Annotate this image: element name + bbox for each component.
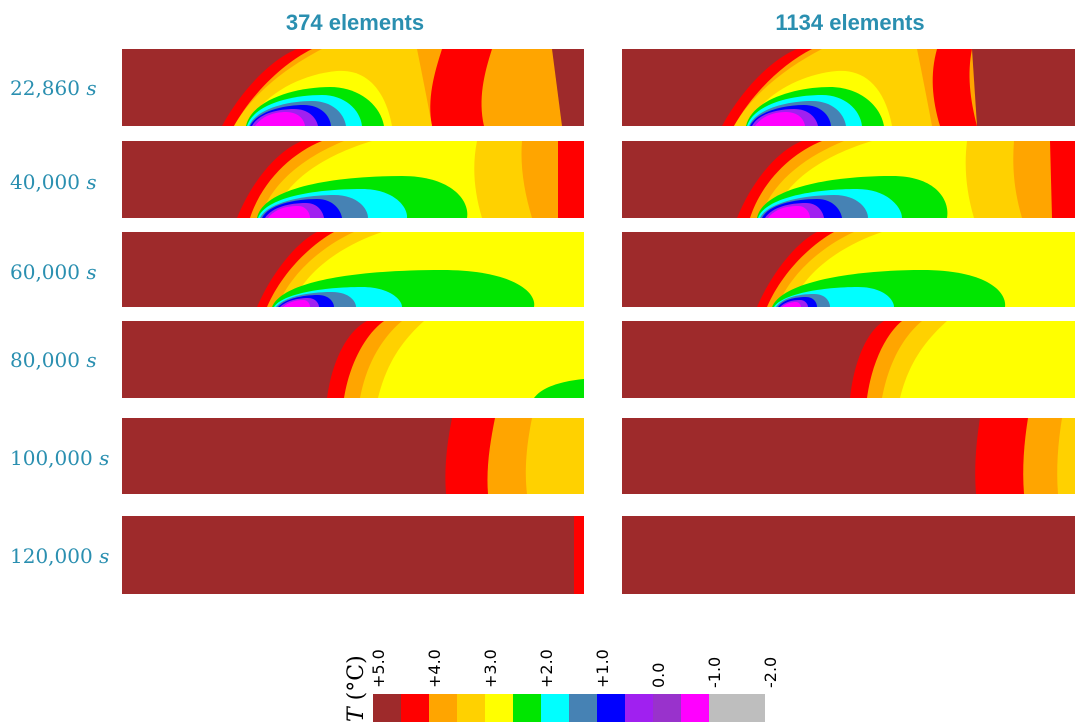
- contour-panel-1134-120000: [622, 516, 1075, 594]
- legend-swatch: [429, 694, 457, 722]
- legend-tick-minus1: -1.0: [705, 656, 724, 688]
- legend-tick-plus5: +5.0: [369, 649, 388, 688]
- time-label-100000: 100,000 s: [10, 446, 110, 470]
- legend-swatch: [373, 694, 401, 722]
- legend-swatch: [485, 694, 513, 722]
- contour-panel-374-60000: [122, 232, 584, 307]
- legend-title: T (°C): [344, 655, 369, 722]
- legend-swatch: [401, 694, 429, 722]
- time-label-80000: 80,000 s: [10, 348, 97, 372]
- legend-tick-plus1: +1.0: [593, 649, 612, 688]
- legend-swatch: [597, 694, 625, 722]
- legend-tick-minus2: -2.0: [761, 656, 780, 688]
- contour-panel-1134-100000: [622, 418, 1075, 494]
- legend-swatch: [541, 694, 569, 722]
- legend-tick-zero: 0.0: [649, 662, 668, 688]
- legend-swatch: [513, 694, 541, 722]
- contour-panel-1134-22860: [622, 49, 1075, 126]
- time-label-120000: 120,000 s: [10, 544, 110, 568]
- contour-panel-374-22860: [122, 49, 584, 126]
- legend-swatch: [681, 694, 709, 722]
- contour-panel-374-80000: [122, 321, 584, 398]
- time-label-40000: 40,000 s: [10, 170, 97, 194]
- legend-tick-plus4: +4.0: [425, 649, 444, 688]
- legend-swatch: [653, 694, 681, 722]
- time-label-22860: 22,860 s: [10, 76, 97, 100]
- column-title-374: 374 elements: [285, 10, 425, 35]
- legend-swatch: [457, 694, 485, 722]
- column-title-1134: 1134 elements: [775, 10, 925, 35]
- legend-swatch: [569, 694, 597, 722]
- legend-tick-plus3: +3.0: [481, 649, 500, 688]
- time-label-60000: 60,000 s: [10, 260, 97, 284]
- contour-panel-374-120000: [122, 516, 584, 594]
- contour-panel-1134-40000: [622, 141, 1075, 218]
- contour-panel-374-100000: [122, 418, 584, 494]
- contour-panel-374-40000: [122, 141, 584, 218]
- legend-swatch: [709, 694, 737, 722]
- contour-panel-1134-80000: [622, 321, 1075, 398]
- legend-swatch: [625, 694, 653, 722]
- contour-panel-1134-60000: [622, 232, 1075, 307]
- legend-swatch: [737, 694, 765, 722]
- legend-tick-plus2: +2.0: [537, 649, 556, 688]
